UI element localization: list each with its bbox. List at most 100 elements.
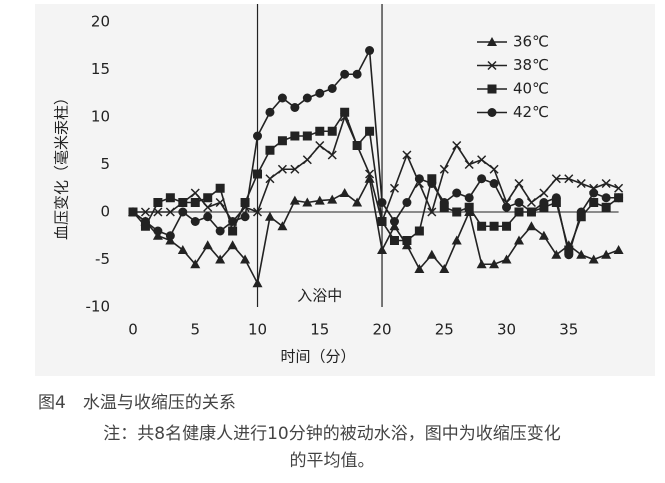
marker bbox=[427, 207, 437, 217]
marker bbox=[264, 211, 275, 221]
marker bbox=[402, 236, 412, 245]
marker bbox=[464, 202, 474, 212]
marker bbox=[265, 145, 275, 155]
marker bbox=[389, 236, 399, 245]
marker bbox=[215, 254, 226, 264]
marker bbox=[451, 235, 462, 245]
marker bbox=[389, 183, 400, 193]
marker bbox=[601, 193, 611, 203]
y-tick-label: 15 bbox=[91, 60, 110, 78]
marker bbox=[477, 221, 487, 231]
marker bbox=[365, 126, 375, 136]
marker bbox=[539, 188, 549, 198]
marker bbox=[452, 188, 462, 198]
marker bbox=[327, 194, 338, 204]
marker bbox=[227, 240, 238, 250]
marker bbox=[128, 207, 138, 217]
marker bbox=[203, 202, 213, 212]
marker bbox=[302, 93, 312, 103]
marker bbox=[377, 198, 387, 207]
marker bbox=[215, 226, 225, 236]
marker bbox=[514, 198, 524, 207]
marker bbox=[601, 178, 611, 189]
marker bbox=[427, 179, 437, 188]
marker bbox=[339, 188, 350, 197]
legend-label: 42℃ bbox=[513, 103, 549, 121]
marker bbox=[601, 202, 611, 212]
marker bbox=[589, 198, 599, 207]
marker bbox=[414, 174, 424, 184]
legend-label: 38℃ bbox=[513, 56, 549, 74]
marker bbox=[290, 131, 300, 141]
marker bbox=[414, 226, 424, 236]
x-tick-label: 25 bbox=[435, 321, 454, 339]
x-tick-label: 5 bbox=[190, 321, 200, 339]
marker bbox=[190, 217, 200, 226]
y-tick-label: -10 bbox=[86, 298, 111, 316]
marker bbox=[487, 84, 497, 94]
marker bbox=[564, 174, 574, 184]
marker bbox=[389, 217, 399, 226]
marker bbox=[452, 207, 462, 217]
annotation: 入浴中 bbox=[297, 287, 342, 305]
marker bbox=[265, 107, 275, 117]
marker bbox=[402, 198, 412, 207]
marker bbox=[501, 254, 512, 264]
marker bbox=[153, 207, 163, 217]
marker bbox=[613, 245, 624, 254]
marker bbox=[377, 245, 388, 254]
marker bbox=[277, 164, 287, 174]
marker bbox=[487, 37, 497, 46]
x-tick-label: 15 bbox=[310, 321, 329, 339]
figure-caption: 图4 水温与收缩压的关系 bbox=[38, 393, 236, 413]
marker bbox=[252, 207, 263, 217]
marker bbox=[539, 198, 549, 207]
x-axis-label: 时间（分） bbox=[280, 348, 355, 366]
marker bbox=[589, 188, 599, 198]
x-tick-label: 35 bbox=[559, 321, 578, 339]
marker bbox=[165, 207, 175, 217]
marker bbox=[538, 230, 549, 240]
marker bbox=[302, 131, 312, 141]
marker bbox=[252, 278, 263, 288]
marker bbox=[476, 259, 487, 269]
marker bbox=[265, 174, 275, 184]
y-tick-label: 0 bbox=[100, 203, 110, 221]
marker bbox=[576, 249, 587, 259]
marker bbox=[513, 235, 524, 245]
marker bbox=[526, 197, 536, 208]
marker bbox=[140, 207, 150, 217]
marker bbox=[165, 231, 175, 241]
marker bbox=[190, 259, 201, 269]
marker bbox=[140, 217, 150, 226]
marker bbox=[314, 195, 325, 205]
marker bbox=[352, 197, 363, 207]
marker bbox=[240, 212, 250, 222]
marker bbox=[477, 174, 487, 184]
marker bbox=[414, 264, 425, 273]
marker bbox=[489, 221, 499, 231]
marker bbox=[340, 69, 350, 79]
marker bbox=[576, 178, 586, 189]
marker bbox=[377, 217, 387, 226]
x-tick-label: 0 bbox=[128, 321, 138, 339]
marker bbox=[190, 198, 200, 207]
marker bbox=[464, 193, 474, 203]
marker bbox=[253, 131, 263, 141]
series-line bbox=[132, 176, 619, 286]
marker bbox=[327, 84, 337, 93]
y-tick-label: 20 bbox=[91, 13, 110, 31]
marker bbox=[327, 150, 337, 160]
marker bbox=[340, 107, 350, 117]
marker bbox=[277, 136, 287, 146]
marker bbox=[576, 207, 586, 217]
marker bbox=[240, 254, 251, 264]
marker bbox=[327, 126, 337, 136]
marker bbox=[289, 195, 300, 205]
marker bbox=[464, 159, 474, 170]
y-tick-label: 10 bbox=[91, 108, 110, 126]
marker bbox=[365, 169, 375, 179]
marker bbox=[240, 198, 250, 207]
y-tick-label: -5 bbox=[95, 250, 110, 268]
